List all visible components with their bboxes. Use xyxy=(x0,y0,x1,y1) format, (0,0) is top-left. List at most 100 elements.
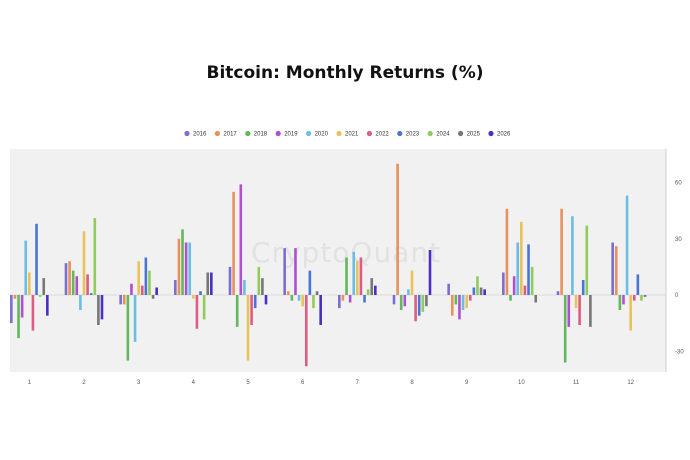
bar-2016-month-6[interactable] xyxy=(283,248,286,296)
bar-2018-month-7[interactable] xyxy=(345,257,348,296)
bar-2026-month-1[interactable] xyxy=(46,295,49,316)
bar-2025-month-4[interactable] xyxy=(206,272,210,296)
bar-2019-month-2[interactable] xyxy=(75,276,79,295)
legend-swatch-2025[interactable] xyxy=(458,130,464,137)
bar-2025-month-9[interactable] xyxy=(479,287,483,296)
legend-swatch-2024[interactable] xyxy=(427,130,433,137)
bar-2020-month-6[interactable] xyxy=(297,295,301,301)
bar-2022-month-3[interactable] xyxy=(140,285,144,296)
bar-2018-month-3[interactable] xyxy=(126,295,130,361)
legend-swatch-2018[interactable] xyxy=(245,130,251,137)
bar-2023-month-2[interactable] xyxy=(89,293,93,296)
legend-label-2023[interactable]: 2023 xyxy=(406,132,420,138)
bar-2017-month-10[interactable] xyxy=(505,208,509,295)
legend-swatch-2026[interactable] xyxy=(488,130,494,137)
bar-2018-month-11[interactable] xyxy=(563,295,567,363)
bar-2017-month-1[interactable] xyxy=(13,295,17,299)
bar-2017-month-12[interactable] xyxy=(614,246,618,295)
bar-2021-month-3[interactable] xyxy=(137,261,140,295)
bar-2022-month-1[interactable] xyxy=(31,295,35,331)
bar-2022-month-11[interactable] xyxy=(578,295,581,325)
bar-2017-month-11[interactable] xyxy=(560,208,563,295)
bar-2021-month-8[interactable] xyxy=(410,270,414,296)
bar-2020-month-4[interactable] xyxy=(188,242,192,296)
bar-2017-month-3[interactable] xyxy=(122,295,126,305)
bar-2022-month-12[interactable] xyxy=(632,295,636,301)
bar-2020-month-7[interactable] xyxy=(352,251,356,296)
bar-2016-month-3[interactable] xyxy=(119,295,122,305)
bar-2017-month-6[interactable] xyxy=(286,291,290,295)
bar-2023-month-1[interactable] xyxy=(35,223,38,295)
legend-swatch-2023[interactable] xyxy=(397,130,403,137)
bar-2021-month-4[interactable] xyxy=(192,295,195,299)
bar-2019-month-12[interactable] xyxy=(622,295,625,305)
bar-2025-month-11[interactable] xyxy=(589,295,592,327)
bar-2018-month-4[interactable] xyxy=(181,229,184,296)
legend-label-2020[interactable]: 2020 xyxy=(315,132,329,138)
bar-2019-month-4[interactable] xyxy=(184,242,188,296)
bar-2022-month-9[interactable] xyxy=(468,295,472,301)
bar-2025-month-10[interactable] xyxy=(534,295,538,303)
bar-2025-month-2[interactable] xyxy=(97,295,100,325)
legend-swatch-2020[interactable] xyxy=(306,130,312,137)
bar-2017-month-5[interactable] xyxy=(232,191,235,296)
bar-2019-month-8[interactable] xyxy=(403,295,407,307)
bar-2018-month-5[interactable] xyxy=(235,295,239,327)
bar-2022-month-8[interactable] xyxy=(414,295,417,322)
legend-label-2024[interactable]: 2024 xyxy=(436,132,450,138)
bar-2016-month-8[interactable] xyxy=(392,295,396,305)
bar-2019-month-11[interactable] xyxy=(567,295,571,327)
legend-swatch-2016[interactable] xyxy=(184,130,190,137)
legend-label-2018[interactable]: 2018 xyxy=(254,132,268,138)
bar-2020-month-2[interactable] xyxy=(79,295,82,310)
legend-label-2025[interactable]: 2025 xyxy=(467,132,481,138)
bar-2018-month-9[interactable] xyxy=(454,295,458,305)
bar-2019-month-7[interactable] xyxy=(348,295,352,303)
bar-2024-month-7[interactable] xyxy=(366,289,370,296)
bar-2020-month-10[interactable] xyxy=(516,242,520,296)
bar-2026-month-5[interactable] xyxy=(264,295,268,305)
bar-2023-month-3[interactable] xyxy=(144,257,148,296)
bar-2020-month-5[interactable] xyxy=(243,280,246,295)
bar-2018-month-6[interactable] xyxy=(290,295,294,301)
legend-label-2022[interactable]: 2022 xyxy=(375,132,389,138)
bar-2019-month-1[interactable] xyxy=(20,295,24,318)
bar-2026-month-7[interactable] xyxy=(374,285,377,296)
bar-2016-month-9[interactable] xyxy=(447,283,450,295)
bar-2017-month-2[interactable] xyxy=(68,261,71,295)
bar-2019-month-6[interactable] xyxy=(294,248,297,296)
bar-2026-month-6[interactable] xyxy=(319,295,322,325)
bar-2021-month-11[interactable] xyxy=(574,295,578,309)
bar-2016-month-4[interactable] xyxy=(174,280,177,295)
bar-2019-month-5[interactable] xyxy=(239,184,243,296)
bar-2016-month-2[interactable] xyxy=(64,263,68,296)
bar-2016-month-12[interactable] xyxy=(611,242,614,296)
bar-2020-month-9[interactable] xyxy=(461,295,465,310)
bar-2024-month-1[interactable] xyxy=(38,295,42,297)
bar-2024-month-2[interactable] xyxy=(93,218,97,296)
bar-2023-month-5[interactable] xyxy=(253,295,257,309)
bar-2020-month-12[interactable] xyxy=(625,195,629,296)
bar-2024-month-9[interactable] xyxy=(476,276,479,295)
legend-label-2026[interactable]: 2026 xyxy=(497,132,511,138)
bar-2024-month-11[interactable] xyxy=(585,225,589,296)
bar-2021-month-6[interactable] xyxy=(301,295,304,307)
bar-2022-month-5[interactable] xyxy=(250,295,253,325)
bar-2016-month-7[interactable] xyxy=(338,295,341,309)
legend-label-2016[interactable]: 2016 xyxy=(193,132,207,138)
bar-2023-month-12[interactable] xyxy=(636,274,640,296)
bar-2021-month-1[interactable] xyxy=(28,272,31,296)
legend-label-2021[interactable]: 2021 xyxy=(345,132,359,138)
bar-2022-month-4[interactable] xyxy=(195,295,199,329)
bar-2024-month-12[interactable] xyxy=(640,295,643,301)
bar-2022-month-7[interactable] xyxy=(359,257,363,296)
bar-2017-month-4[interactable] xyxy=(177,238,181,295)
bar-2016-month-5[interactable] xyxy=(228,266,232,296)
bar-2024-month-5[interactable] xyxy=(257,266,261,296)
bar-2025-month-7[interactable] xyxy=(370,278,374,296)
bar-2018-month-8[interactable] xyxy=(399,295,403,310)
bar-2025-month-12[interactable] xyxy=(643,295,647,297)
bar-2021-month-10[interactable] xyxy=(520,221,523,296)
legend-swatch-2017[interactable] xyxy=(214,130,220,137)
bar-2018-month-12[interactable] xyxy=(618,295,622,310)
